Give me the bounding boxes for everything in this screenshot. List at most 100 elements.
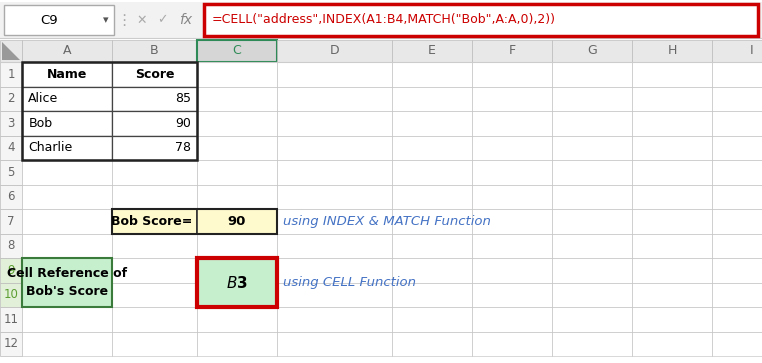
Bar: [112, 86, 197, 111]
Bar: [552, 331, 632, 356]
Bar: [112, 160, 197, 184]
Bar: [197, 258, 277, 307]
Bar: [197, 209, 277, 233]
Bar: [22, 86, 112, 111]
Text: using INDEX & MATCH Function: using INDEX & MATCH Function: [283, 215, 491, 228]
Text: 2: 2: [8, 92, 14, 105]
Bar: [112, 135, 197, 160]
Bar: [472, 233, 552, 258]
Bar: [472, 331, 552, 356]
Text: 6: 6: [8, 190, 14, 203]
Bar: [712, 40, 762, 62]
Bar: [552, 307, 632, 331]
Bar: [632, 86, 712, 111]
Bar: [472, 307, 552, 331]
Bar: [472, 40, 552, 62]
Bar: [0, 331, 22, 356]
Bar: [712, 62, 762, 86]
Bar: [112, 209, 197, 233]
Bar: [712, 135, 762, 160]
Bar: [197, 331, 277, 356]
Bar: [112, 135, 197, 160]
Bar: [22, 135, 112, 160]
Bar: [112, 331, 197, 356]
Bar: [552, 111, 632, 135]
Bar: [277, 86, 392, 111]
Bar: [552, 62, 632, 86]
Bar: [472, 209, 552, 233]
Bar: [277, 111, 392, 135]
Bar: [712, 184, 762, 209]
Bar: [552, 86, 632, 111]
Bar: [277, 331, 392, 356]
Bar: [277, 233, 392, 258]
Bar: [112, 233, 197, 258]
Bar: [632, 233, 712, 258]
Text: ✕: ✕: [136, 13, 147, 26]
Bar: [0, 135, 22, 160]
Bar: [22, 160, 112, 184]
Text: Cell Reference of
Bob's Score: Cell Reference of Bob's Score: [7, 267, 127, 298]
Text: Bob: Bob: [28, 117, 53, 130]
Bar: [277, 307, 392, 331]
Bar: [22, 209, 112, 233]
Bar: [112, 307, 197, 331]
Bar: [197, 86, 277, 111]
Text: using CELL Function: using CELL Function: [283, 276, 416, 289]
Text: 5: 5: [8, 166, 14, 179]
Bar: [197, 258, 277, 282]
Text: =CELL("address",INDEX(A1:B4,MATCH("Bob",A:A,0),2)): =CELL("address",INDEX(A1:B4,MATCH("Bob",…: [212, 13, 556, 26]
Text: 4: 4: [8, 141, 14, 154]
Bar: [712, 258, 762, 282]
Bar: [197, 111, 277, 135]
Bar: [197, 62, 277, 86]
Bar: [0, 307, 22, 331]
Bar: [392, 307, 472, 331]
Bar: [22, 40, 112, 62]
Bar: [277, 184, 392, 209]
Bar: [22, 307, 112, 331]
Text: A: A: [62, 45, 72, 57]
Bar: [197, 209, 277, 233]
Bar: [632, 111, 712, 135]
Bar: [0, 209, 22, 233]
Bar: [112, 111, 197, 135]
Bar: [392, 111, 472, 135]
Text: D: D: [330, 45, 339, 57]
Bar: [112, 282, 197, 307]
Text: $B$3: $B$3: [226, 274, 248, 290]
Bar: [277, 160, 392, 184]
Bar: [552, 184, 632, 209]
Bar: [632, 307, 712, 331]
Bar: [552, 233, 632, 258]
Bar: [197, 233, 277, 258]
Bar: [197, 135, 277, 160]
Text: fx: fx: [179, 13, 193, 27]
Text: ▾: ▾: [103, 15, 109, 25]
Bar: [22, 86, 112, 111]
Text: 90: 90: [228, 215, 246, 228]
Bar: [197, 282, 277, 307]
Bar: [112, 209, 197, 233]
Bar: [22, 62, 112, 86]
Bar: [552, 135, 632, 160]
Text: F: F: [508, 45, 516, 57]
Text: 7: 7: [8, 215, 14, 228]
Text: 85: 85: [175, 92, 191, 105]
Text: C: C: [232, 45, 242, 57]
Bar: [392, 40, 472, 62]
Bar: [22, 282, 112, 307]
Bar: [197, 40, 277, 62]
Bar: [632, 184, 712, 209]
Bar: [712, 160, 762, 184]
Text: 8: 8: [8, 239, 14, 252]
Bar: [277, 282, 392, 307]
Bar: [552, 160, 632, 184]
Bar: [204, 4, 758, 36]
Bar: [632, 209, 712, 233]
Bar: [112, 62, 197, 86]
Bar: [392, 331, 472, 356]
Text: Alice: Alice: [28, 92, 59, 105]
Text: Score: Score: [135, 68, 174, 81]
Bar: [0, 282, 22, 307]
